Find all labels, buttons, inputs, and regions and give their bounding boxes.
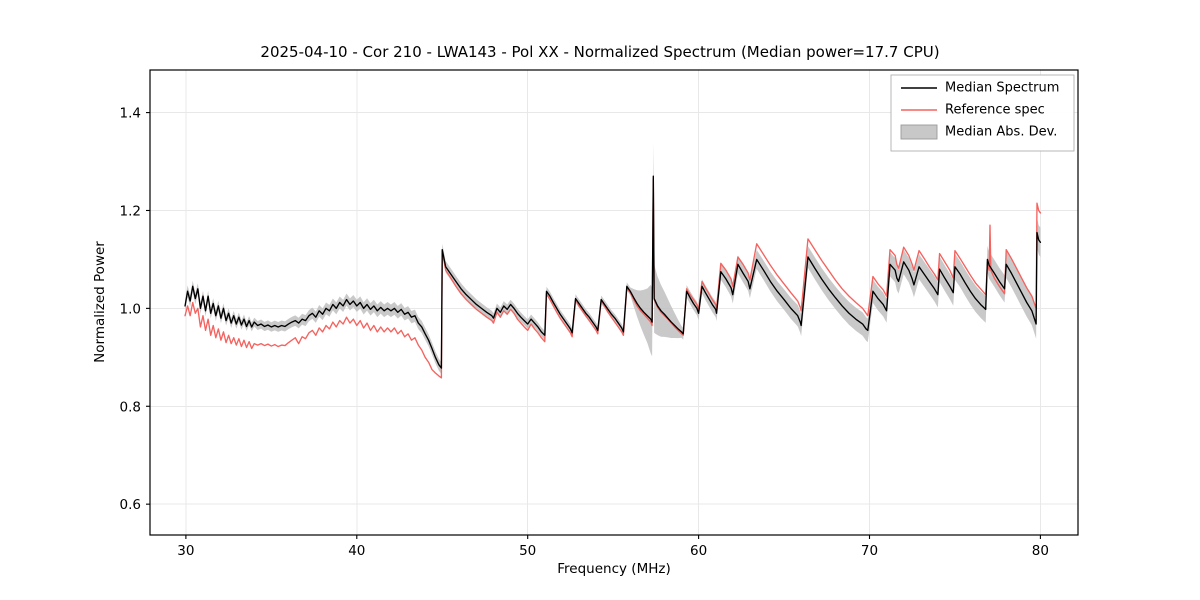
legend-patch-swatch [900, 124, 938, 140]
y-axis-label: Normalized Power [92, 241, 108, 363]
x-axis-label: Frequency (MHz) [557, 561, 670, 577]
x-tick-label: 70 [861, 543, 878, 559]
median-spectrum-line [184, 175, 1042, 369]
x-tick-label: 50 [519, 543, 536, 559]
y-tick-label: 0.8 [120, 399, 141, 415]
y-tick-label: 1.0 [120, 301, 141, 317]
legend-item-label: Median Abs. Dev. [945, 125, 1057, 140]
chart-legend[interactable]: Median Spectrum Reference spec Median Abs.… [890, 74, 1075, 152]
mad-band-series [185, 141, 1041, 374]
page-title: 2025-04-10 - Cor 210 - LWA143 - Pol XX -… [260, 43, 939, 61]
legend-item-label: Reference spec [945, 103, 1045, 118]
x-tick-label: 80 [1032, 543, 1049, 559]
spectrum-series [184, 175, 1042, 379]
legend-item-label: Median Spectrum [945, 81, 1059, 96]
axes-frame [149, 69, 1079, 536]
x-tick-label: 60 [690, 543, 707, 559]
y-tick-label: 1.2 [120, 203, 141, 219]
y-tick-label: 0.6 [120, 497, 141, 513]
mad-band-area [185, 141, 1041, 374]
x-tick-label: 40 [348, 543, 365, 559]
x-axis-ticks: 30 40 50 60 70 80 [177, 535, 1049, 559]
x-tick-label: 30 [177, 543, 194, 559]
y-tick-label: 1.4 [120, 106, 141, 122]
y-axis-ticks: 0.6 0.8 1.0 1.2 1.4 [120, 106, 150, 513]
